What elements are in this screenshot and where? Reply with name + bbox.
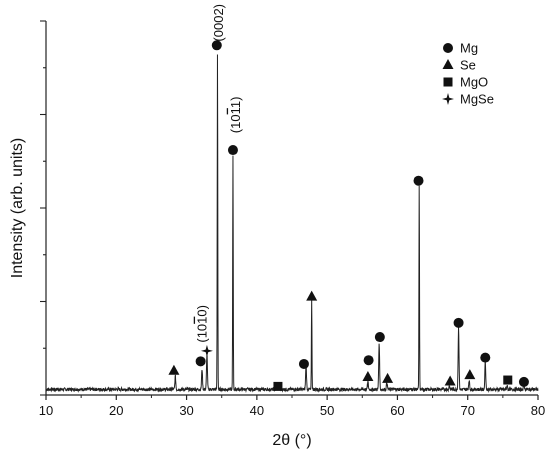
xrd-pattern-line <box>45 54 539 393</box>
se-phase-marker <box>382 372 394 383</box>
mg-phase-marker <box>374 332 385 343</box>
miller-index-label: (1010) <box>195 305 210 343</box>
phase-markers <box>168 40 529 391</box>
se-phase-marker <box>306 290 318 301</box>
mg-phase-marker <box>413 175 424 186</box>
miller-index-label: (0002) <box>211 4 226 42</box>
legend-mgo-label: MgO <box>460 75 488 90</box>
miller-index-label: (1011) <box>228 97 243 134</box>
mg-phase-marker <box>480 352 491 363</box>
peak-annotations: (0002) (1011) (1010) <box>195 4 243 343</box>
mg-phase-marker <box>518 376 529 387</box>
mg-phase-marker <box>211 40 222 51</box>
x-tick-label: 50 <box>320 403 334 418</box>
x-tick-label: 40 <box>250 403 264 418</box>
legend-se-label: Se <box>460 58 476 73</box>
mg-phase-marker <box>298 358 309 369</box>
mgo-phase-marker <box>273 381 283 391</box>
se-phase-marker <box>444 375 456 386</box>
legend-se-marker <box>442 59 454 69</box>
se-phase-marker <box>464 369 476 380</box>
x-tick-label: 20 <box>109 403 123 418</box>
x-tick-label: 60 <box>390 403 404 418</box>
se-phase-marker <box>168 364 180 375</box>
legend-mg-marker <box>443 43 453 53</box>
legend-mgo-marker <box>443 77 453 87</box>
legend-mg-label: Mg <box>460 41 478 56</box>
y-axis-title: Intensity (arb. units) <box>9 138 26 279</box>
mg-phase-marker <box>453 317 464 328</box>
mg-phase-marker <box>195 356 206 367</box>
x-ticks: 10 20 30 40 50 60 70 80 <box>39 395 545 418</box>
x-tick-label: 70 <box>460 403 474 418</box>
legend-mgse-label: MgSe <box>460 92 494 107</box>
mg-phase-marker <box>363 355 374 366</box>
x-tick-label: 30 <box>179 403 193 418</box>
mgo-phase-marker <box>503 375 513 385</box>
x-tick-label: 80 <box>531 403 545 418</box>
y-ticks <box>40 20 46 396</box>
mgse-phase-marker <box>200 344 213 357</box>
legend-mgse-marker <box>442 93 454 105</box>
mg-phase-marker <box>227 145 238 156</box>
se-phase-marker <box>362 371 374 382</box>
x-axis-title: 2θ (°) <box>272 432 311 449</box>
plot-area: 10 20 30 40 50 60 70 80 (0002) (1011) (1010) <box>39 4 545 418</box>
x-tick-label: 10 <box>39 403 53 418</box>
